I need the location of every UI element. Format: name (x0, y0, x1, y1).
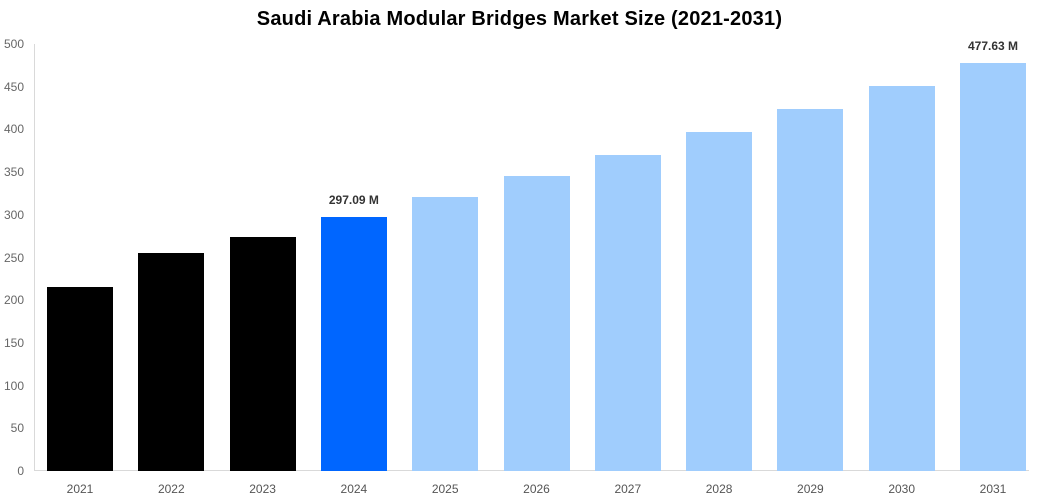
y-tick-label: 450 (3, 79, 24, 94)
x-tick-label: 2027 (614, 482, 642, 496)
x-tick-label: 2029 (797, 482, 824, 496)
x-tick-label: 2022 (157, 482, 185, 496)
bar-2026 (503, 176, 570, 471)
chart-title: Saudi Arabia Modular Bridges Market Size… (256, 8, 783, 30)
x-tick-label: 2031 (979, 482, 1007, 496)
bar-2023 (229, 237, 296, 471)
x-tick-label: 2026 (523, 482, 550, 496)
y-tick-label: 150 (3, 335, 24, 350)
y-tick-label: 200 (3, 293, 24, 308)
y-tick-label: 300 (3, 207, 24, 222)
y-tick-label: 100 (3, 378, 24, 393)
bar-2030 (868, 85, 935, 471)
x-tick-label: 2028 (705, 482, 733, 496)
value-label-2031: 477.63 M (967, 39, 1019, 54)
x-tick-label: 2024 (340, 482, 368, 496)
bar-2029 (777, 108, 844, 471)
bar-2028 (686, 131, 753, 471)
y-tick-label: 500 (3, 37, 24, 51)
y-tick-label: 50 (10, 421, 24, 436)
x-tick-label: 2030 (888, 482, 916, 496)
y-tick-label: 0 (17, 464, 24, 478)
bar-2027 (594, 155, 661, 471)
value-label-2024: 297.09 M (328, 193, 379, 208)
bar-2022 (138, 253, 205, 471)
x-tick-label: 2023 (249, 482, 276, 496)
y-tick-label: 250 (3, 250, 24, 265)
y-tick-label: 350 (3, 165, 24, 180)
bar-2025 (412, 196, 479, 471)
x-tick-label: 2021 (66, 482, 94, 496)
y-axis-line (34, 44, 35, 471)
bar-2024 (320, 217, 387, 471)
x-tick-label: 2025 (431, 482, 459, 496)
y-tick-label: 400 (3, 122, 24, 137)
bar-2031 (960, 63, 1026, 471)
bar-2021 (47, 286, 113, 471)
